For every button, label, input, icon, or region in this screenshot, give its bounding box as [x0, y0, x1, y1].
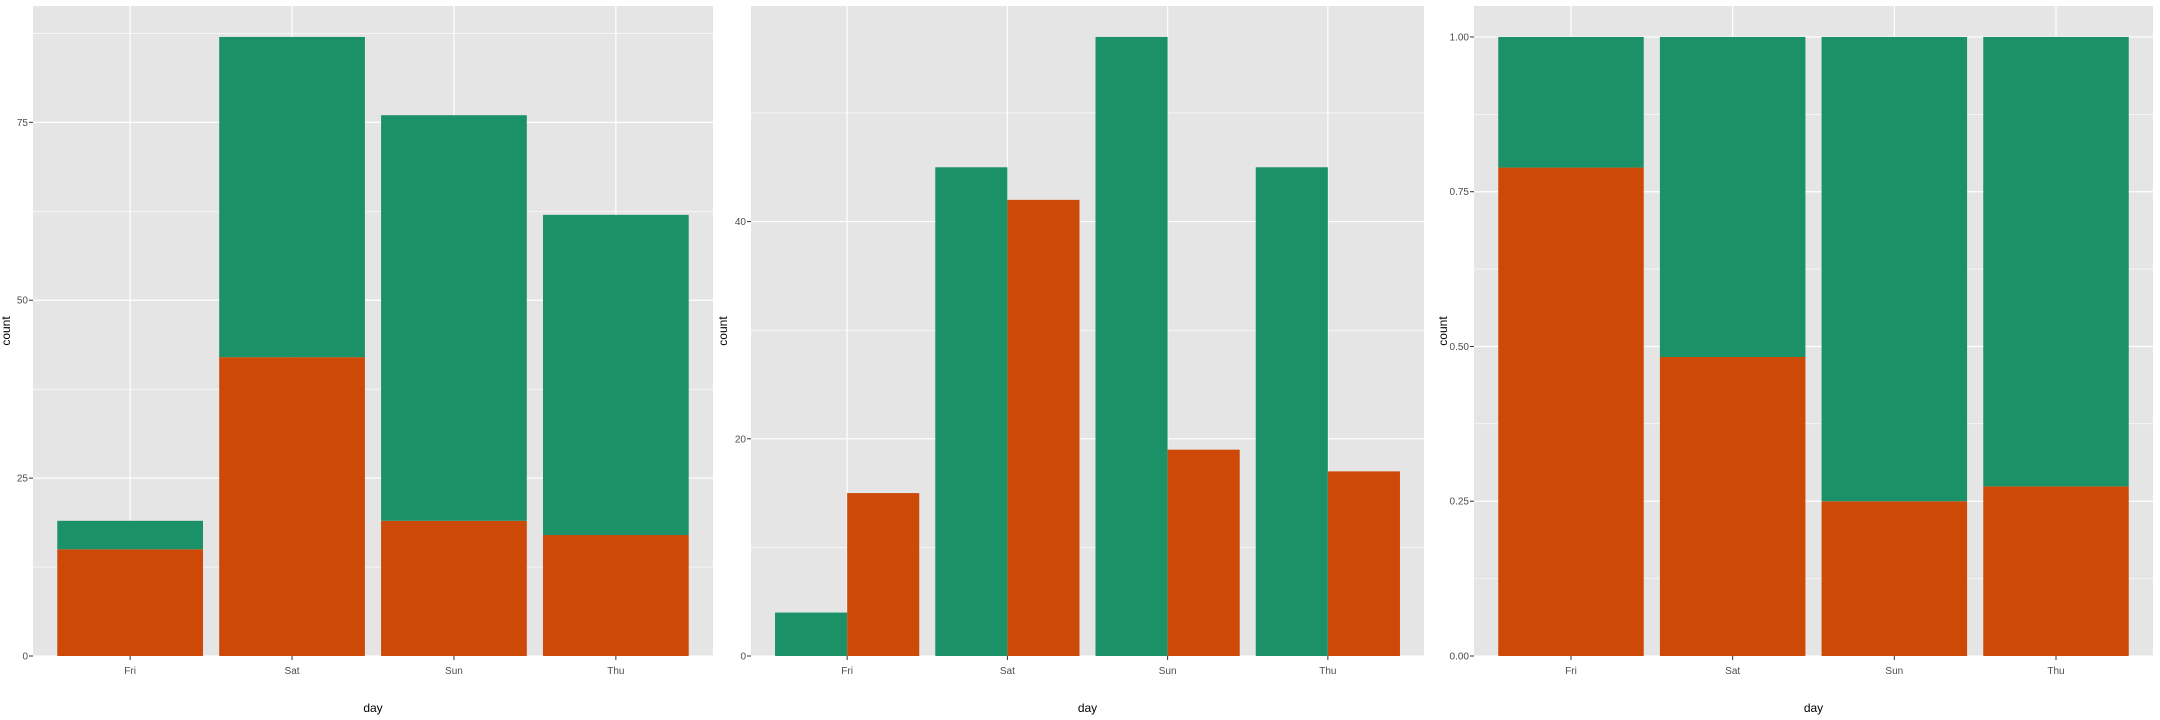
- x-tick-label: Thu: [2047, 666, 2064, 677]
- bar-sat-series-1: [935, 167, 1008, 656]
- bar-thu-series-2: [1983, 36, 2129, 487]
- x-tick-label: Fri: [124, 666, 136, 677]
- y-tick-label: 1.00: [1450, 32, 1470, 43]
- x-tick-label: Sat: [1725, 666, 1740, 677]
- bar-sun-series-2: [1821, 36, 1968, 502]
- bar-sat-series-1: [219, 357, 365, 656]
- y-tick-label: 0.75: [1450, 187, 1470, 198]
- y-tick-label: 0.50: [1450, 342, 1470, 353]
- bar-sun-series-2: [381, 115, 527, 521]
- x-tick-label: Sat: [285, 666, 300, 677]
- x-axis-title: day: [363, 701, 382, 715]
- x-tick-label: Sun: [445, 666, 463, 677]
- chart-panel-2: 0 20 40 Fri Sat Sun Thu day count: [716, 6, 1424, 715]
- x-tick-label: Sat: [1000, 666, 1015, 677]
- y-tick-label: 50: [17, 296, 29, 307]
- bar-sat-series-2: [219, 36, 365, 358]
- bar-fri-series-2: [1498, 36, 1644, 168]
- x-tick-label: Thu: [1319, 666, 1336, 677]
- y-tick-label: 20: [735, 434, 747, 445]
- bar-sun-series-2: [1167, 449, 1240, 656]
- chart-panel-3: 0.00 0.25 0.50 0.75 1.00 Fri Sat Sun Thu day count: [1436, 6, 2153, 715]
- y-tick-label: 40: [735, 217, 747, 228]
- bar-sun-series-1: [1821, 501, 1968, 656]
- x-tick-label: Fri: [1565, 666, 1577, 677]
- bar-thu-series-2: [543, 214, 689, 536]
- x-tick-label: Sun: [1885, 666, 1903, 677]
- x-tick-label: Sun: [1159, 666, 1177, 677]
- bar-sat-series-1: [1659, 357, 1806, 656]
- chart-panel-1: 0 25 50 75 Fri Sat Sun Thu day count: [0, 6, 713, 715]
- bar-thu-series-1: [1983, 486, 2129, 656]
- bar-fri-series-2: [847, 493, 920, 656]
- bar-sat-series-2: [1659, 36, 1806, 357]
- bar-fri-series-1: [1498, 167, 1644, 657]
- bar-thu-series-1: [1255, 167, 1328, 656]
- bar-fri-series-1: [57, 549, 204, 656]
- bar-thu-series-2: [1327, 471, 1400, 656]
- bar-sun-series-1: [1095, 36, 1168, 656]
- y-tick-label: 0: [740, 652, 746, 663]
- y-tick-label: 25: [17, 474, 29, 485]
- y-axis-title: count: [1436, 316, 1450, 346]
- x-tick-label: Fri: [841, 666, 853, 677]
- bar-thu-series-1: [543, 535, 689, 656]
- y-tick-label: 0.00: [1450, 652, 1470, 663]
- x-axis-title: day: [1078, 701, 1097, 715]
- x-axis-title: day: [1804, 701, 1823, 715]
- y-axis-title: count: [716, 316, 730, 346]
- y-tick-label: 0: [22, 652, 28, 663]
- bar-fri-series-1: [775, 612, 848, 656]
- y-axis-title: count: [0, 316, 13, 346]
- bar-sun-series-1: [381, 520, 527, 656]
- x-tick-label: Thu: [607, 666, 624, 677]
- y-tick-label: 75: [17, 118, 29, 129]
- bar-sat-series-2: [1007, 199, 1080, 656]
- y-tick-label: 0.25: [1450, 497, 1470, 508]
- bar-fri-series-2: [57, 520, 204, 550]
